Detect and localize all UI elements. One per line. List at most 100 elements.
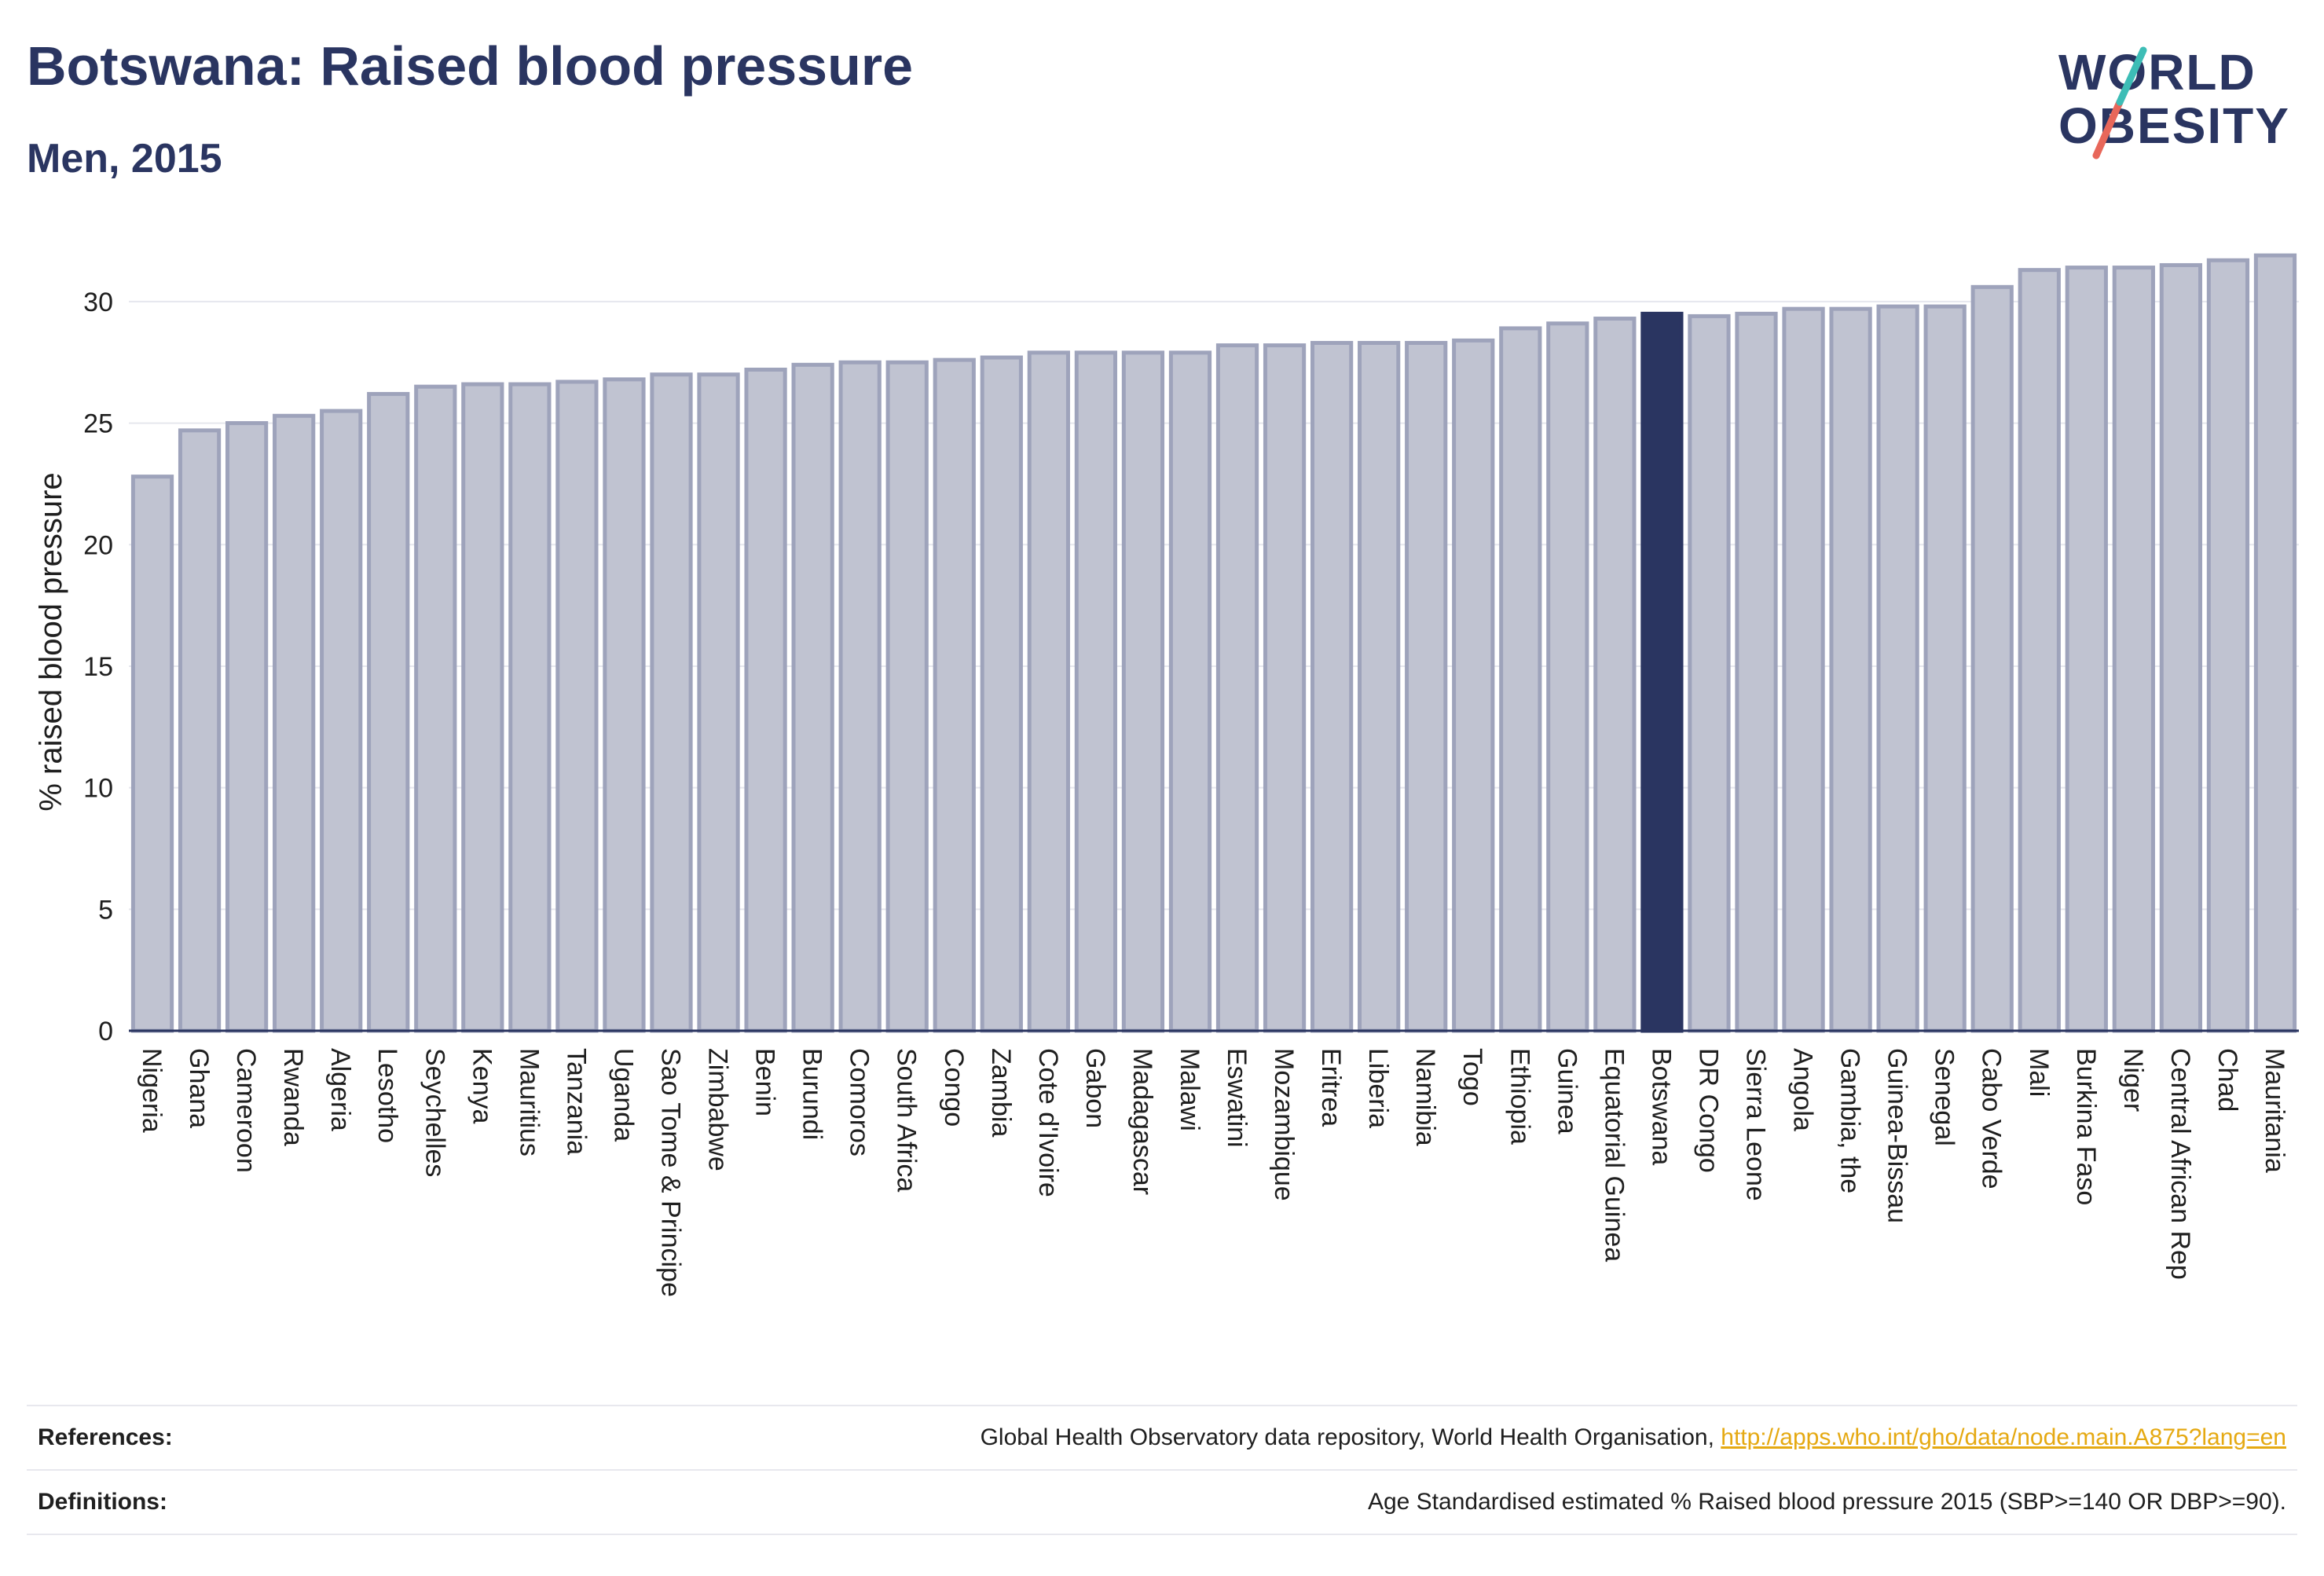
bar: [838, 360, 882, 1033]
x-tick-label: Mozambique: [1269, 1048, 1299, 1201]
x-tick-label: Namibia: [1410, 1048, 1440, 1146]
bar: [1074, 350, 1118, 1033]
bar: [1688, 313, 1731, 1033]
bar: [1782, 306, 1825, 1033]
chart-subtitle: Men, 2015: [27, 136, 222, 181]
y-tick-label: 30: [83, 288, 113, 317]
y-tick-label: 10: [83, 774, 113, 804]
bar: [697, 372, 740, 1033]
world-obesity-logo: WORLD OBESITY: [2043, 24, 2310, 165]
x-tick-label: Angola: [1788, 1048, 1818, 1131]
x-tick-label: Sao Tome & Principe: [656, 1048, 686, 1297]
references-value: Global Health Observatory data repositor…: [981, 1424, 2297, 1451]
bar: [2253, 253, 2297, 1033]
definitions-text: Age Standardised estimated % Raised bloo…: [1367, 1489, 2286, 1515]
bar: [1876, 304, 1919, 1033]
x-tick-label: Kenya: [467, 1048, 497, 1123]
x-tick-label: Senegal: [1930, 1048, 1959, 1146]
x-tick-label: Mali: [2024, 1048, 2054, 1097]
bar: [2159, 262, 2203, 1033]
bar: [2112, 266, 2155, 1033]
bar: [885, 360, 929, 1033]
x-tick-label: Congo: [939, 1048, 969, 1127]
references-text: Global Health Observatory data repositor…: [980, 1424, 1721, 1450]
bar: [1452, 338, 1495, 1033]
bar: [1970, 284, 2014, 1033]
bar: [178, 428, 222, 1033]
bar: [791, 362, 834, 1033]
bar: [1263, 343, 1307, 1033]
bar-highlighted: [1640, 311, 1684, 1033]
x-tick-label: Madagascar: [1127, 1048, 1157, 1195]
x-tick-label: Cabo Verde: [1977, 1048, 2007, 1189]
bar: [555, 379, 599, 1033]
bar: [2018, 268, 2061, 1033]
bar: [1923, 304, 1967, 1033]
x-tick-label: Liberia: [1363, 1048, 1393, 1128]
x-tick-label: Benin: [750, 1048, 780, 1116]
x-tick-label: Sierra Leone: [1741, 1048, 1771, 1201]
footer-divider: [27, 1534, 2297, 1535]
bar: [1121, 350, 1165, 1033]
y-axis-label: % raised blood pressure: [34, 472, 68, 811]
bar: [130, 475, 174, 1033]
bar: [1593, 317, 1637, 1033]
x-tick-label: Mauritius: [514, 1048, 544, 1156]
x-tick-label: Zambia: [986, 1048, 1016, 1137]
x-tick-label: Nigeria: [137, 1048, 167, 1133]
bars: [130, 253, 2297, 1033]
references-label: References:: [38, 1424, 173, 1450]
bar: [603, 377, 646, 1033]
x-tick-label: Central African Rep: [2165, 1048, 2195, 1280]
logo-line-2: OBESITY: [2058, 97, 2290, 154]
x-tick-label: Gabon: [1080, 1048, 1110, 1128]
x-tick-label: Guinea-Bissau: [1882, 1048, 1912, 1223]
axes: 0 5 10 15 20 25 30 Nigeria Ghana Cameroon Rwanda Al…: [83, 288, 2299, 1297]
x-tick-label: Burkina Faso: [2071, 1048, 2101, 1205]
bar: [1735, 311, 1778, 1033]
bar: [461, 382, 504, 1033]
bar: [933, 357, 976, 1033]
y-tick-label: 0: [98, 1017, 113, 1046]
x-tick-label: Cameroon: [231, 1048, 261, 1173]
bar: [1499, 326, 1542, 1033]
bar: [1168, 350, 1212, 1033]
x-tick-label: Ethiopia: [1505, 1048, 1534, 1145]
bar: [1405, 340, 1448, 1033]
definitions-label: Definitions:: [38, 1489, 167, 1515]
x-tick-label: Eritrea: [1316, 1048, 1346, 1127]
chart-title: Botswana: Raised blood pressure: [27, 35, 914, 97]
x-tick-label: Botswana: [1646, 1048, 1676, 1165]
x-tick-label: Comoros: [845, 1048, 874, 1156]
bar: [2206, 258, 2250, 1033]
x-tick-label: Burundi: [797, 1048, 827, 1140]
y-tick-label: 25: [83, 409, 113, 439]
bar: [744, 368, 787, 1033]
references-row: References: Global Health Observatory da…: [27, 1405, 2297, 1469]
x-tick-label: Algeria: [325, 1048, 355, 1131]
logo-line-1: WORLD: [2058, 44, 2256, 101]
x-tick-label: Zimbabwe: [703, 1048, 733, 1171]
bar-chart: 0 5 10 15 20 25 30 Nigeria Ghana Cameroon Rwanda Al…: [34, 253, 2299, 1297]
x-tick-label: Togo: [1457, 1048, 1487, 1106]
bar: [225, 421, 269, 1033]
bar: [273, 413, 316, 1033]
bar: [1829, 306, 1872, 1033]
definitions-row: Definitions: Age Standardised estimated …: [27, 1469, 2297, 1534]
bar: [1215, 343, 1259, 1033]
x-tick-label: Gambia, the: [1835, 1048, 1865, 1193]
y-tick-label: 5: [98, 895, 113, 925]
y-tick-label: 15: [83, 652, 113, 682]
references-link[interactable]: http://apps.who.int/gho/data/node.main.A…: [1721, 1424, 2286, 1450]
x-tick-label: Chad: [2212, 1048, 2242, 1112]
x-tick-label: Mauritania: [2260, 1048, 2289, 1173]
bar: [414, 384, 457, 1033]
x-tick-label: Cote d'Ivoire: [1033, 1048, 1063, 1197]
x-tick-label: Eswatini: [1222, 1048, 1252, 1148]
bar: [1310, 340, 1354, 1033]
y-tick-label: 20: [83, 530, 113, 560]
bar: [320, 409, 363, 1033]
x-tick-label: Equatorial Guinea: [1599, 1048, 1629, 1262]
x-tick-label: Lesotho: [372, 1048, 402, 1143]
bar: [367, 391, 410, 1033]
